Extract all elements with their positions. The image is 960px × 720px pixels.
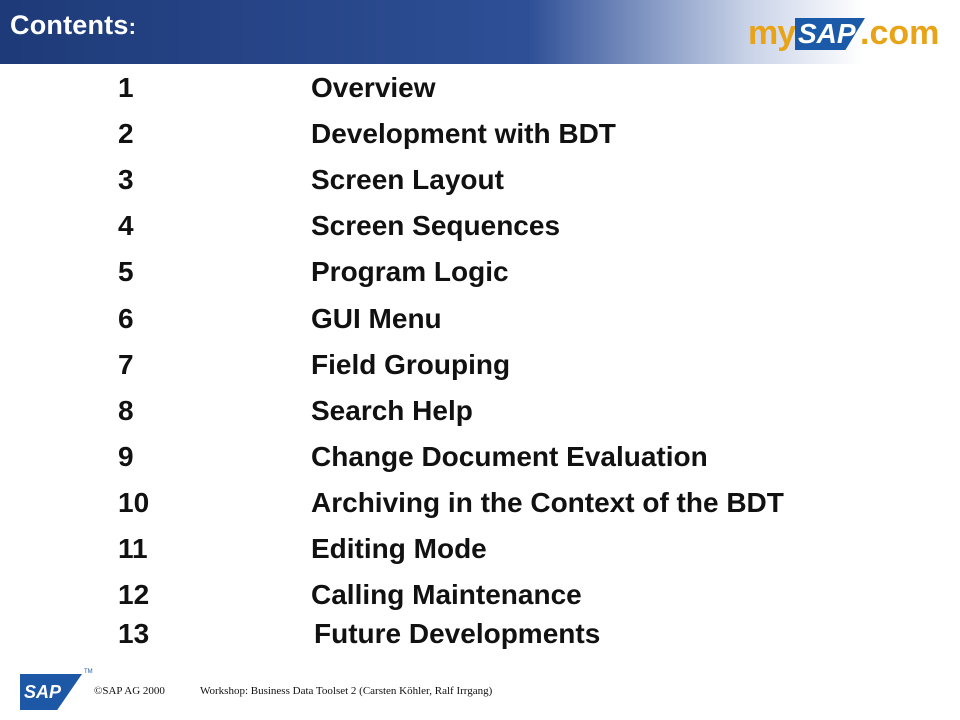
toc-item-number: 9 bbox=[118, 441, 134, 472]
toc-item-number: 7 bbox=[118, 349, 134, 380]
toc-item-number: 11 bbox=[118, 533, 148, 564]
toc-item-number: 5 bbox=[118, 256, 134, 287]
toc-item-title: Archiving in the Context of the BDT bbox=[311, 487, 784, 518]
toc-item-number: 13 bbox=[118, 618, 150, 649]
toc-item-title: Editing Mode bbox=[311, 533, 487, 564]
toc-item-title: Change Document Evaluation bbox=[311, 441, 708, 472]
toc-item-title: Screen Layout bbox=[311, 164, 504, 195]
copyright-text: ©SAP AG 2000 bbox=[94, 685, 165, 697]
toc-item-title: Calling Maintenance bbox=[311, 579, 582, 610]
page-title-text: Contents bbox=[10, 10, 129, 40]
toc-item-title: Search Help bbox=[311, 395, 473, 426]
toc-item-number: 8 bbox=[118, 395, 134, 426]
sap-logo-text: SAP bbox=[24, 682, 62, 702]
toc-item-number: 6 bbox=[118, 303, 134, 334]
logo-tm: TM bbox=[836, 44, 845, 50]
toc-item-number: 2 bbox=[118, 118, 134, 149]
toc-item-number: 1 bbox=[118, 72, 134, 103]
logo-my: my bbox=[748, 14, 796, 52]
toc-item-title: Development with BDT bbox=[311, 118, 616, 149]
logo-sap: SAP bbox=[798, 18, 856, 49]
toc-item-title: Program Logic bbox=[311, 256, 509, 287]
toc-item-number: 3 bbox=[118, 164, 134, 195]
toc-item-number: 4 bbox=[118, 210, 134, 241]
workshop-text: Workshop: Business Data Toolset 2 (Carst… bbox=[200, 685, 493, 697]
page-title: Contents: bbox=[10, 10, 136, 41]
page-title-colon: : bbox=[128, 14, 137, 39]
toc-item-title: GUI Menu bbox=[311, 303, 442, 334]
toc-item-title: Screen Sequences bbox=[311, 210, 561, 241]
mysap-logo: my SAP TM .com bbox=[748, 14, 948, 54]
toc-item-number: 12 bbox=[118, 579, 150, 610]
footer: SAP TM ©SAP AG 2000 Workshop: Business D… bbox=[0, 664, 960, 720]
toc-item-title: Future Developments bbox=[314, 618, 601, 649]
sap-logo-tm: TM bbox=[84, 669, 93, 675]
toc-item-title: Field Grouping bbox=[311, 349, 511, 380]
toc-item-number: 10 bbox=[118, 487, 150, 518]
logo-com: .com bbox=[860, 14, 940, 52]
toc-item-title: Overview bbox=[311, 72, 436, 103]
